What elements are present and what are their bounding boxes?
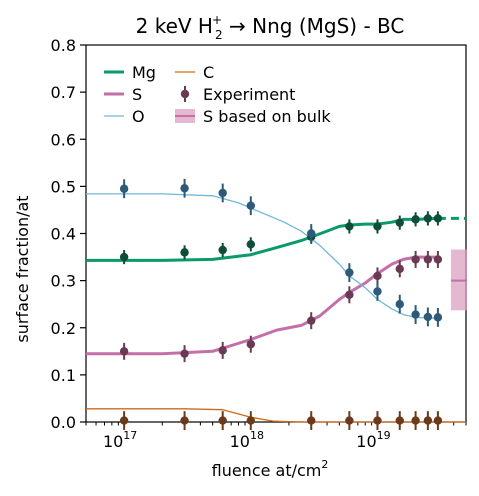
series-line-mg: [86, 216, 438, 262]
x-tick-label: 1017: [103, 429, 137, 451]
x-tick-exp: 18: [250, 429, 264, 442]
y-tick-label: 0.5: [51, 177, 76, 196]
x-tick-label: 1018: [230, 429, 264, 451]
series-line-s: [86, 255, 438, 356]
data-point-s: [246, 340, 255, 349]
title-rest: → Nng (MgS) - BC: [223, 14, 405, 38]
data-point-mg: [433, 214, 443, 223]
y-tick-label: 0.2: [51, 319, 76, 338]
data-point-mg: [345, 222, 354, 231]
x-tick-exp: 17: [123, 429, 137, 442]
x-tick-base: 10: [230, 432, 250, 451]
data-point-c: [373, 416, 382, 425]
data-point-s: [218, 346, 227, 355]
data-point-o: [411, 310, 420, 319]
data-point-s: [345, 290, 354, 299]
y-tick-label: 0.0: [51, 413, 76, 432]
data-point-c: [423, 416, 433, 425]
data-point-mg: [119, 252, 129, 262]
data-point-s: [433, 255, 443, 264]
data-point-c: [119, 416, 129, 425]
y-tick-label: 0.6: [51, 130, 76, 149]
x-tick-label: 1019: [356, 429, 390, 451]
legend-label: Experiment: [203, 85, 295, 104]
x-axis-label-sup: 2: [321, 458, 328, 471]
data-point-s: [180, 349, 189, 358]
data-point-c: [180, 416, 189, 425]
data-point-c: [395, 416, 404, 425]
y-tick-label: 0.8: [51, 36, 76, 55]
data-point-o: [373, 287, 382, 296]
title-sup: +: [212, 13, 222, 27]
legend-item-mg: Mg: [104, 63, 156, 82]
data-point-mg: [395, 218, 404, 227]
data-point-s: [411, 255, 420, 264]
data-point-mg: [246, 240, 255, 249]
data-point-mg: [180, 248, 189, 257]
y-tick-label: 0.3: [51, 272, 76, 291]
data-point-o: [307, 229, 316, 238]
chart-title: 2 keV H+ 2 → Nng (MgS) - BC: [136, 13, 405, 42]
data-point-o: [218, 188, 227, 198]
legend-item-o: O: [104, 107, 145, 126]
legend-marker: [180, 89, 190, 99]
x-axis-label-main: fluence at/cm: [212, 461, 322, 480]
data-point-s: [423, 255, 433, 264]
legend-item-s: S: [104, 85, 142, 104]
legend-label: Mg: [132, 63, 156, 82]
x-tick-base: 10: [356, 432, 376, 451]
data-point-c: [218, 416, 227, 425]
data-point-o: [433, 313, 443, 322]
data-point-o: [423, 312, 433, 322]
legend-item-bulk: S based on bulk: [175, 107, 331, 126]
legend-label: O: [132, 107, 145, 126]
data-point-o: [119, 184, 129, 193]
data-point-s: [373, 271, 382, 281]
data-point-s: [307, 316, 316, 325]
data-point-mg: [373, 222, 382, 231]
data-point-mg: [423, 214, 433, 223]
series-line-o: [86, 193, 438, 319]
title-sub: 2: [215, 28, 223, 42]
legend-item-exp: Experiment: [180, 85, 295, 104]
legend-item-c: C: [175, 63, 214, 82]
y-tick-label: 0.1: [51, 366, 76, 385]
x-axis-label: fluence at/cm2: [212, 458, 329, 480]
x-tick-exp: 19: [377, 429, 391, 442]
data-point-c: [411, 416, 420, 425]
y-axis-label: surface fraction/at: [13, 195, 32, 342]
x-tick-base: 10: [103, 432, 123, 451]
legend-label: S: [132, 85, 142, 104]
data-point-o: [345, 268, 354, 277]
data-point-o: [395, 299, 404, 309]
data-point-o: [246, 201, 255, 210]
data-point-s: [395, 264, 404, 274]
legend-label: S based on bulk: [203, 107, 331, 126]
data-point-mg: [411, 215, 420, 224]
data-point-c: [307, 416, 316, 425]
data-point-c: [345, 416, 354, 425]
data-point-o: [180, 184, 189, 193]
y-tick-label: 0.4: [51, 225, 76, 244]
data-point-c: [246, 416, 255, 425]
series-line-c: [86, 408, 466, 423]
legend-label: C: [203, 63, 214, 82]
y-tick-label: 0.7: [51, 83, 76, 102]
data-point-s: [119, 347, 129, 356]
data-point-mg: [218, 245, 227, 255]
data-point-c: [433, 416, 443, 425]
title-main: 2 keV H: [136, 14, 213, 38]
